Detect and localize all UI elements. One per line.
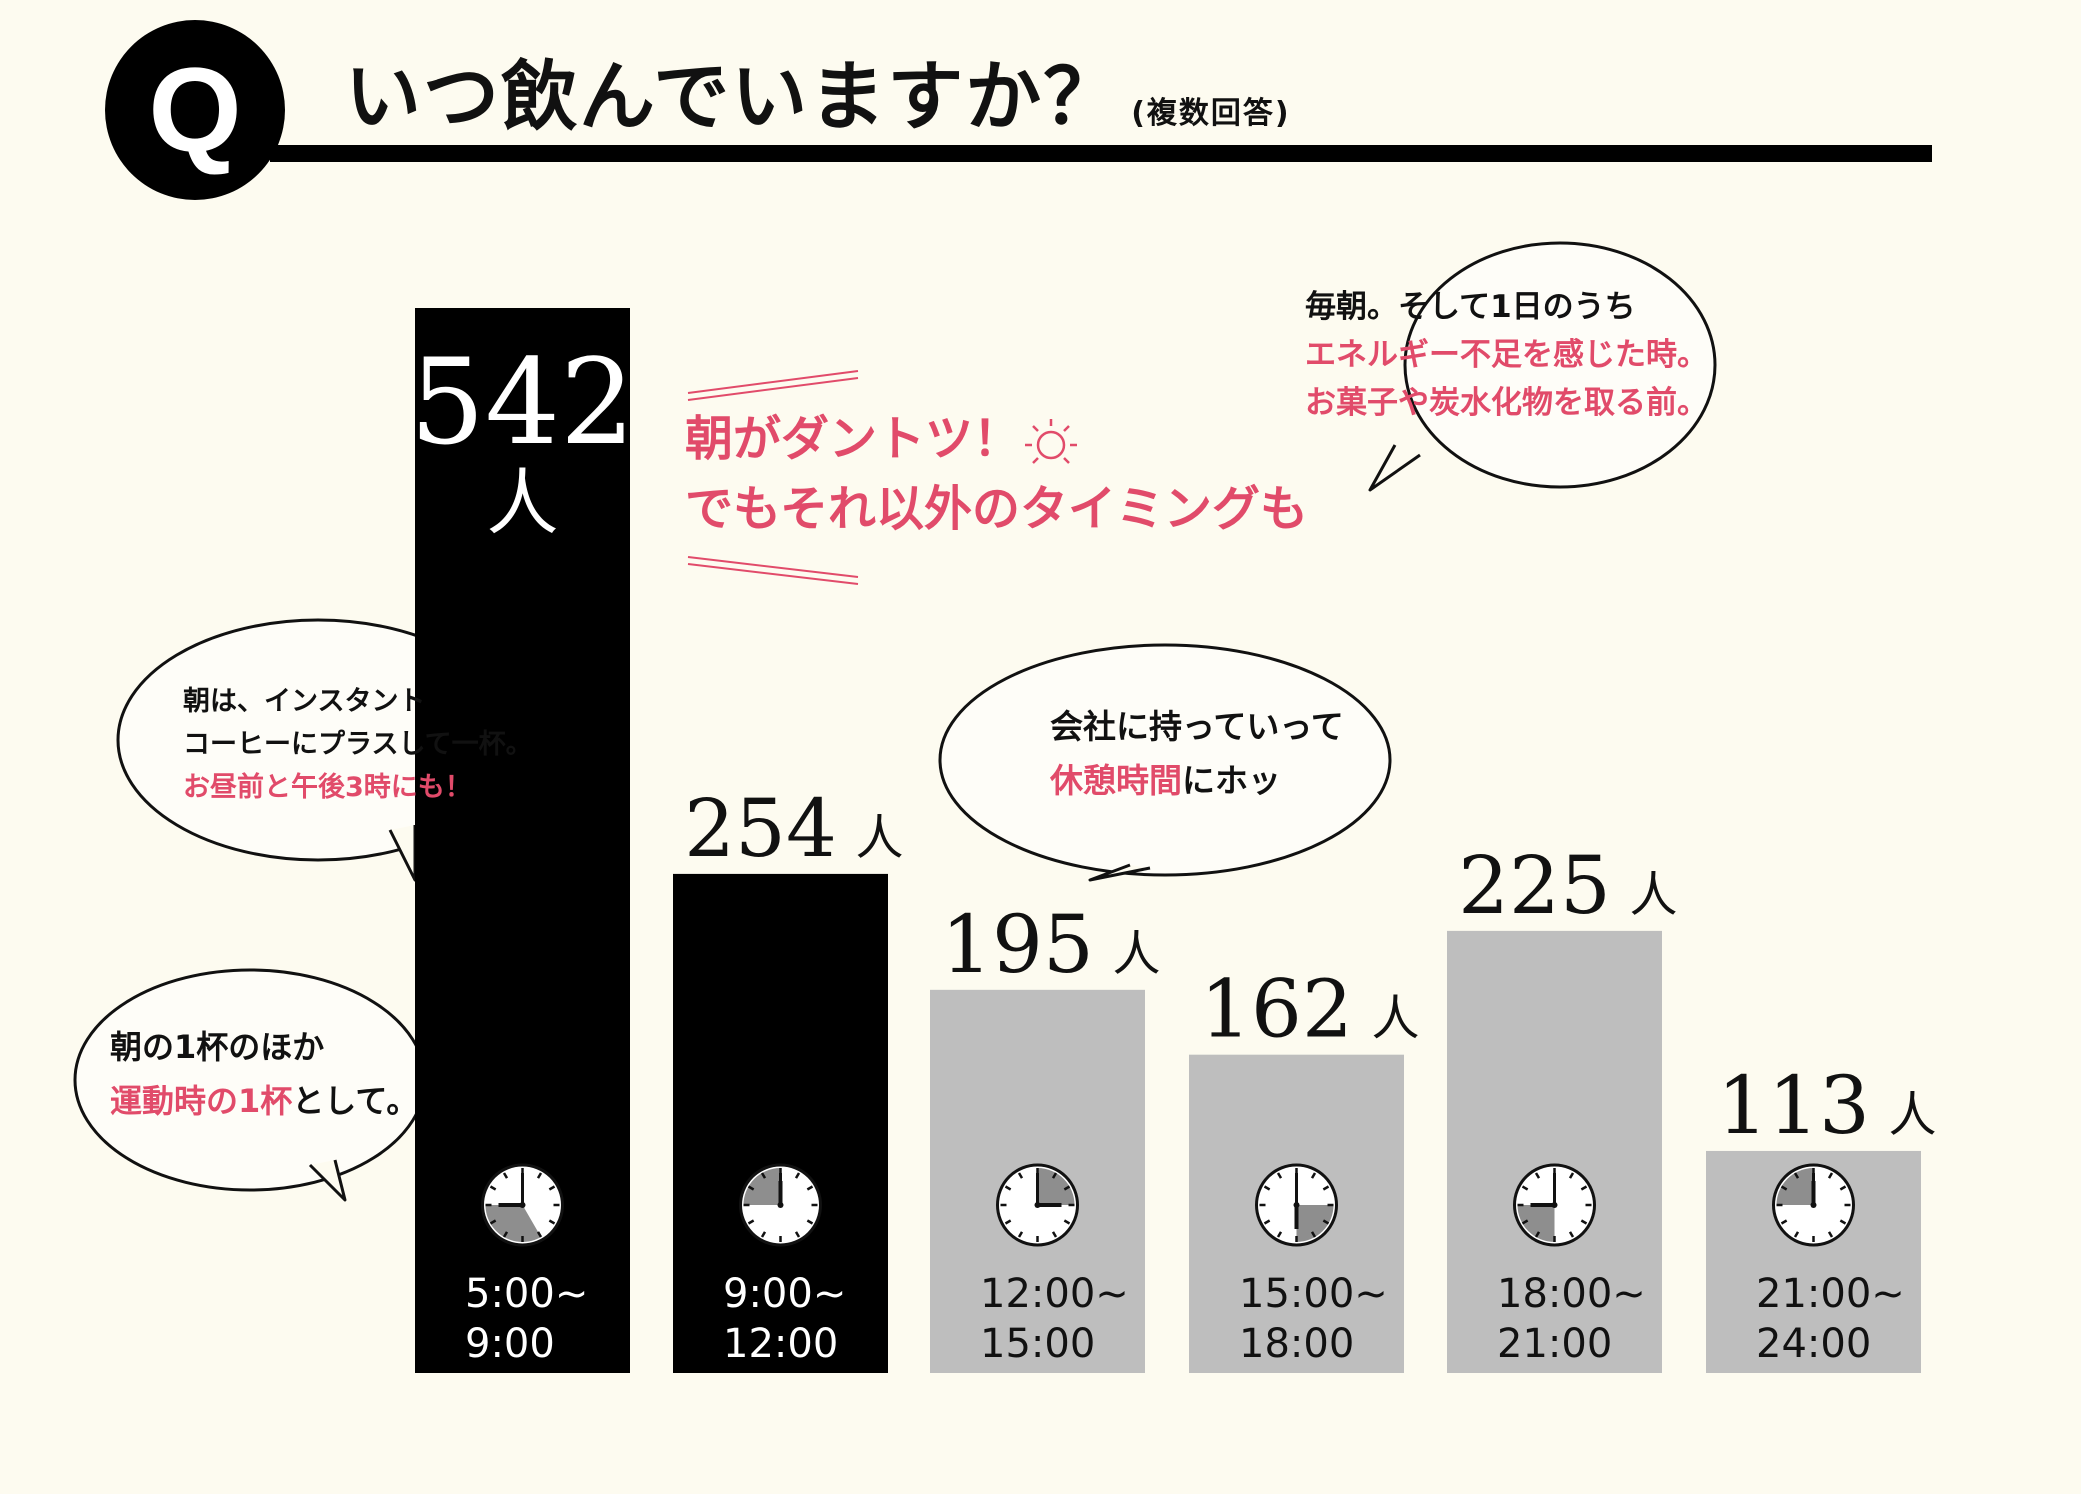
- bubble-exercise-text: 朝の1杯のほか 運動時の1杯として。: [110, 1020, 418, 1129]
- bubble-office-line1: 会社に持っていって: [1050, 707, 1344, 746]
- bubble-morning: [1368, 241, 1717, 492]
- time-label-start: 21:00~: [1756, 1271, 1905, 1317]
- time-label-end: 9:00: [465, 1321, 555, 1367]
- clock-icon: [739, 1163, 822, 1247]
- decoration-layer: [687, 370, 859, 585]
- time-label-start: 15:00~: [1239, 1271, 1388, 1317]
- bubble-morning-line3: お菓子や炭水化物を取る前。: [1305, 385, 1708, 422]
- headline: 朝がダントツ！ でもそれ以外のタイミングも: [685, 405, 1308, 544]
- bubble-instant-text: 朝は、インスタント コーヒーにプラスして一杯。 お昼前と午後3時にも！: [183, 680, 533, 810]
- value-unit: 人: [1630, 867, 1678, 923]
- time-label-start: 12:00~: [980, 1271, 1129, 1317]
- clock-icon: [1513, 1163, 1596, 1247]
- q-badge: Q: [105, 20, 285, 200]
- time-label-end: 21:00: [1497, 1321, 1612, 1367]
- headline-line2: でもそれ以外のタイミングも: [685, 480, 1309, 537]
- value-unit: 人: [486, 461, 558, 545]
- bubble-exercise-pink: 運動時の1杯: [110, 1082, 293, 1121]
- value-unit: 人: [1372, 991, 1420, 1047]
- time-label-start: 9:00~: [723, 1271, 846, 1317]
- time-label-end: 12:00: [723, 1321, 838, 1367]
- bubble-exercise-line1: 朝の1杯のほか: [110, 1028, 325, 1066]
- value-label: 162: [1200, 963, 1353, 1056]
- bubble-morning-line2: エネルギー不足を感じた時。: [1305, 337, 1708, 374]
- value-label: 225: [1458, 839, 1611, 932]
- time-label-start: 18:00~: [1497, 1271, 1646, 1317]
- headline-line1: 朝がダントツ！: [685, 405, 1308, 475]
- bubble-instant-line2: コーヒーにプラスして一杯。: [183, 729, 533, 761]
- bar-9:00~12:00: [673, 873, 888, 1373]
- value-label: 195: [941, 898, 1094, 991]
- question-text: いつ飲んでいますか？: [345, 52, 1122, 141]
- bubble-morning-text: 毎朝。そして1日のうち エネルギー不足を感じた時。 お菓子や炭水化物を取る前。: [1305, 283, 1708, 427]
- bubble-exercise-rest: として。: [292, 1082, 419, 1121]
- time-label-end: 18:00: [1239, 1321, 1354, 1367]
- clock-icon: [481, 1163, 564, 1247]
- multiple-answer-note: (複数回答): [1131, 96, 1291, 131]
- clock-icon: [996, 1163, 1079, 1247]
- sun-icon: [1021, 417, 1081, 467]
- title-underline: [270, 145, 1932, 162]
- bubble-office-line2: 休憩時間にホッ: [1050, 754, 1344, 808]
- bubble-office-pink: 休憩時間: [1050, 761, 1182, 801]
- value-unit: 人: [856, 810, 904, 866]
- bubble-instant-line1: 朝は、インスタント: [183, 686, 426, 717]
- bubble-instant-line3: お昼前と午後3時にも！: [183, 772, 472, 804]
- time-label-end: 24:00: [1756, 1321, 1871, 1367]
- value-unit: 人: [1113, 926, 1161, 982]
- clock-icon: [1772, 1163, 1855, 1247]
- value-label: 254: [684, 782, 837, 875]
- bubble-exercise-line2: 運動時の1杯として。: [110, 1074, 418, 1128]
- page-title: いつ飲んでいますか？ (複数回答): [345, 35, 1291, 145]
- bubble-office: [938, 643, 1392, 882]
- bar-18:00~21:00: [1447, 930, 1662, 1373]
- value-label: 542: [410, 333, 635, 471]
- bubble-office-text: 会社に持っていって 休憩時間にホッ: [1050, 700, 1344, 809]
- bubble-morning-line1: 毎朝。そして1日のうち: [1305, 289, 1636, 325]
- time-label-start: 5:00~: [465, 1271, 588, 1317]
- clock-icon: [1255, 1163, 1338, 1247]
- value-label: 113: [1717, 1059, 1870, 1152]
- headline-lines: [687, 370, 859, 585]
- time-label-end: 15:00: [980, 1321, 1095, 1367]
- bubble-office-rest: にホッ: [1182, 761, 1281, 801]
- value-unit: 人: [1889, 1087, 1937, 1143]
